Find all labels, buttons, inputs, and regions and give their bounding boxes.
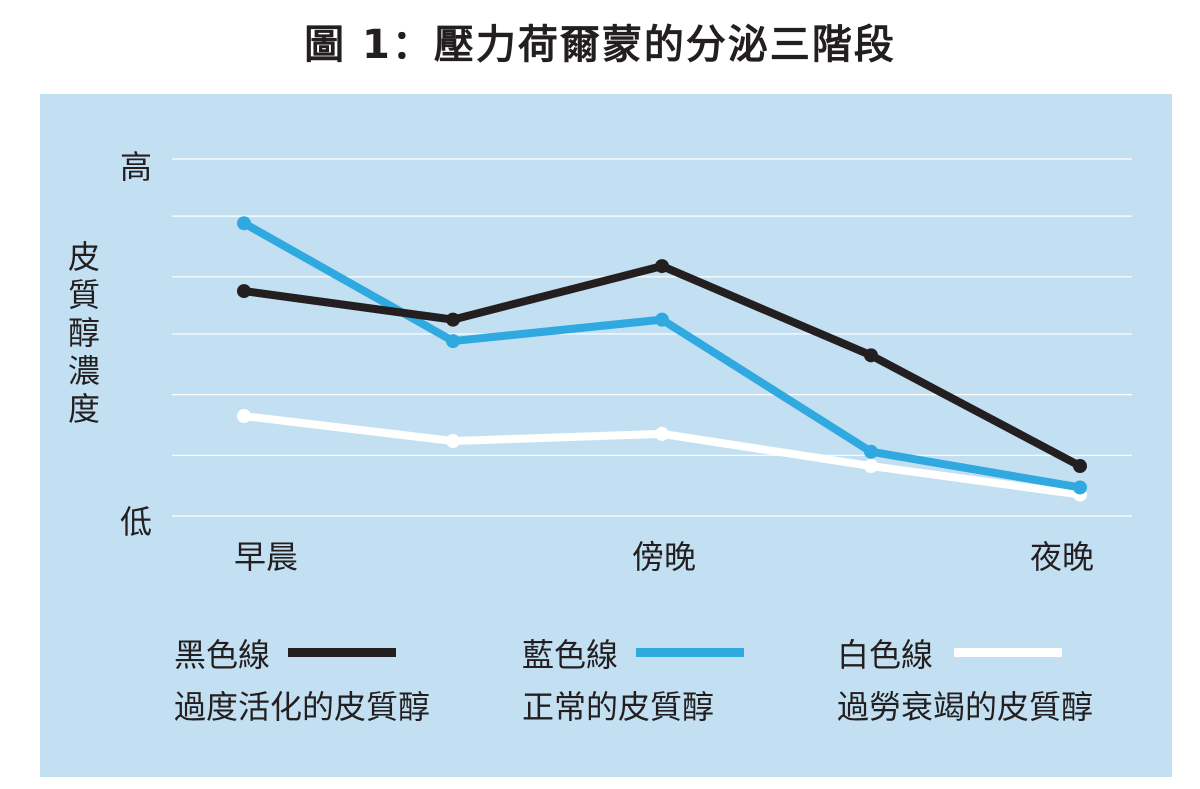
legend-desc-white: 過勞衰竭的皮質醇	[837, 688, 1094, 726]
series-0-point-1	[446, 312, 460, 327]
legend-swatch-black	[288, 648, 396, 657]
series-0-point-3	[864, 348, 878, 363]
legend-label-blue: 藍色線	[522, 636, 619, 674]
legend-label-black: 黑色線	[174, 636, 271, 674]
legend-swatch-white	[954, 648, 1062, 657]
series-0-point-0	[237, 284, 251, 299]
x-tick-label-evening: 傍晚	[632, 538, 697, 576]
y-axis-title-char: 度	[67, 390, 100, 428]
series-1-point-3	[864, 444, 878, 459]
series-1-point-0	[237, 216, 251, 231]
chart-title: 圖 1：壓力荷爾蒙的分泌三階段	[304, 22, 896, 68]
legend-desc-blue: 正常的皮質醇	[522, 688, 715, 726]
y-tick-label-high: 高	[120, 148, 153, 186]
x-tick-label-night: 夜晚	[1030, 538, 1095, 576]
series-1-point-2	[655, 312, 669, 327]
x-tick-label-morning: 早晨	[234, 538, 299, 576]
y-tick-label-low: 低	[120, 503, 153, 541]
series-1-point-1	[446, 334, 460, 349]
y-axis-title: 皮 質 醇 濃 度	[66, 238, 102, 428]
legend-swatch-blue	[636, 648, 744, 657]
legend-label-white: 白色線	[837, 636, 934, 674]
legend-desc-black: 過度活化的皮質醇	[174, 688, 431, 726]
y-axis-title-char: 質	[67, 276, 100, 314]
series-0-point-2	[655, 259, 669, 274]
y-axis-title-char: 醇	[67, 314, 100, 352]
series-2-point-3	[864, 459, 878, 474]
series-1-point-4	[1073, 480, 1087, 495]
y-axis-title-char: 濃	[67, 352, 100, 390]
series-2-point-1	[446, 434, 460, 449]
series-2-point-0	[237, 409, 251, 424]
series-0-point-4	[1073, 459, 1087, 474]
y-axis-title-char: 皮	[67, 238, 100, 276]
series-2-point-2	[655, 426, 669, 441]
